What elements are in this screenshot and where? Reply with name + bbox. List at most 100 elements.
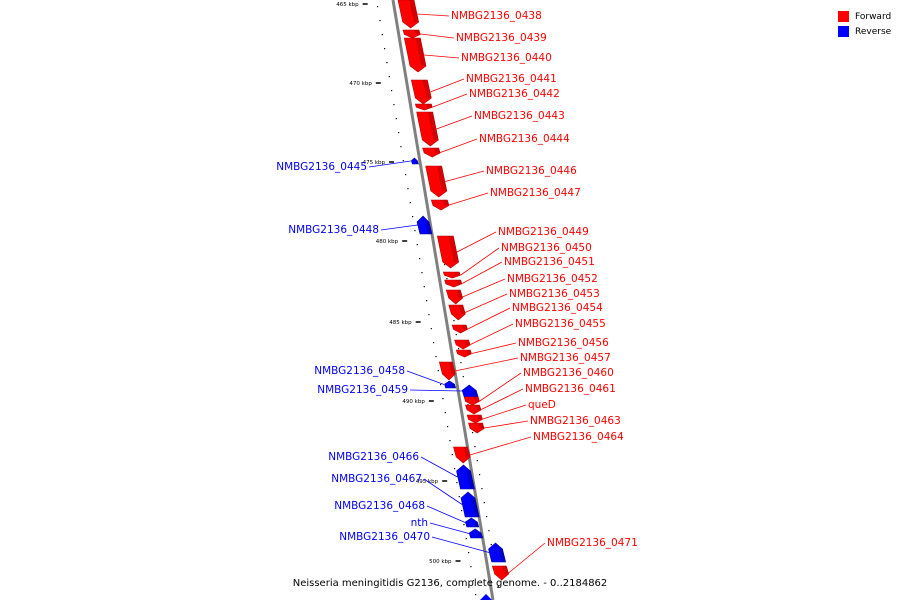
minor-tick-dot <box>433 342 435 344</box>
gene-leader-line <box>481 388 524 410</box>
minor-tick-dot <box>497 586 499 588</box>
minor-tick-dot <box>472 580 474 582</box>
minor-tick-dot <box>386 62 388 64</box>
gene-label: queD <box>528 399 556 411</box>
minor-tick-dot <box>402 160 404 162</box>
gene-label: NMBG2136_0453 <box>509 288 600 300</box>
gene-leader-line <box>431 536 490 553</box>
legend-reverse-label: Reverse <box>855 26 892 37</box>
minor-tick-dot <box>442 398 444 400</box>
gene-leader-line <box>440 138 478 153</box>
minor-tick-dot <box>458 348 460 350</box>
gene-arrow-shade <box>464 340 471 345</box>
gene-arrow-shade <box>463 447 471 457</box>
minor-tick-dot <box>475 594 477 596</box>
gene-arrow-shade <box>426 104 433 108</box>
minor-tick-dot <box>456 482 458 484</box>
minor-tick-dot <box>483 502 485 504</box>
map-caption: Neisseria meningitidis G2136, complete g… <box>292 578 608 589</box>
gene-label: NMBG2136_0445 <box>276 161 367 173</box>
gene-arrow-shade <box>471 390 479 397</box>
gene-arrow-shade <box>427 112 439 140</box>
legend: Forward Reverse <box>838 9 891 39</box>
minor-tick-dot <box>461 510 463 512</box>
gene-label: NMBG2136_0471 <box>547 537 638 549</box>
minor-tick-dot <box>398 132 400 134</box>
gene-label: NMBG2136_0455 <box>515 318 606 330</box>
minor-tick-dot <box>377 6 379 8</box>
minor-tick-dot <box>416 244 418 246</box>
minor-tick-dot <box>474 446 476 448</box>
minor-tick-dot <box>412 216 414 218</box>
gene-arrow-shade <box>456 290 463 298</box>
minor-tick-dot <box>451 454 453 456</box>
minor-tick-dot <box>454 468 456 470</box>
minor-tick-dot <box>460 362 462 364</box>
gene-label: NMBG2136_0448 <box>288 224 379 236</box>
gene-label: NMBG2136_0444 <box>479 133 570 145</box>
legend-forward-label: Forward <box>855 11 892 22</box>
gene-leader-line <box>470 323 514 345</box>
minor-tick-dot <box>395 118 397 120</box>
tick-label: 475 kbp <box>363 160 386 166</box>
gene-arrow-shade <box>422 80 432 98</box>
minor-tick-dot <box>400 146 402 148</box>
minor-tick-dot <box>409 202 411 204</box>
gene-arrow-shade <box>476 415 483 420</box>
minor-tick-dot <box>393 104 395 106</box>
minor-tick-dot <box>384 48 386 50</box>
gene-arrow-shade <box>498 549 506 562</box>
gene-label: NMBG2136_0460 <box>523 367 614 379</box>
gene-leader-line <box>469 436 532 456</box>
gene-arrow-shade <box>436 166 447 191</box>
minor-tick-dot <box>421 272 423 274</box>
genome-backbone <box>391 0 495 600</box>
minor-tick-dot <box>481 488 483 490</box>
gene-leader-line <box>423 478 463 505</box>
minor-tick-dot <box>463 524 465 526</box>
gene-arrow-shade <box>478 423 485 429</box>
minor-tick-dot <box>435 356 437 358</box>
tick-label: 495 kbp <box>416 479 439 485</box>
gene-label: NMBG2136_0470 <box>339 531 430 543</box>
gene-label: NMBG2136_0441 <box>466 73 557 85</box>
gene-label: NMBG2136_0461 <box>525 383 616 395</box>
minor-tick-dot <box>447 426 449 428</box>
gene-leader-line <box>429 522 470 534</box>
gene-arrow-shade <box>454 272 461 276</box>
gene-leader-line <box>426 505 466 523</box>
gene-arrow-shade <box>473 397 480 402</box>
tick-label: 500 kbp <box>429 559 452 565</box>
gene-arrow-shade <box>433 148 441 153</box>
minor-tick-dot <box>428 314 430 316</box>
minor-tick-dot <box>444 264 446 266</box>
gene-label: NMBG2136_0446 <box>486 165 577 177</box>
gene-leader-line <box>456 231 497 253</box>
gene-label: NMBG2136_0458 <box>314 365 405 377</box>
gene-label: NMBG2136_0456 <box>518 337 609 349</box>
minor-tick-dot <box>458 496 460 498</box>
minor-tick-dot <box>423 286 425 288</box>
gene-arrow-shade <box>448 236 459 262</box>
gene-label: NMBG2136_0452 <box>507 273 598 285</box>
gene-arrow-shade <box>415 160 419 164</box>
gene-label: NMBG2136_0457 <box>520 352 611 364</box>
gene-leader-line <box>460 247 500 276</box>
tick-label: 465 kbp <box>336 2 359 8</box>
minor-tick-dot <box>467 404 469 406</box>
gene-label: NMBG2136_0450 <box>501 242 592 254</box>
gene-leader-line <box>420 33 455 39</box>
gene-arrow <box>480 594 492 600</box>
gene-label: NMBG2136_0467 <box>331 473 422 485</box>
minor-tick-dot <box>462 376 464 378</box>
gene-arrow-shade <box>502 566 509 574</box>
gene-features <box>397 0 510 600</box>
gene-label: NMBG2136_0439 <box>456 32 547 44</box>
minor-tick-dot <box>381 34 383 36</box>
gene-arrow-shade <box>475 405 481 410</box>
gene-leader-line <box>380 224 418 231</box>
minor-tick-dot <box>490 544 492 546</box>
tick-label: 470 kbp <box>349 81 372 87</box>
minor-tick-dot <box>470 566 472 568</box>
